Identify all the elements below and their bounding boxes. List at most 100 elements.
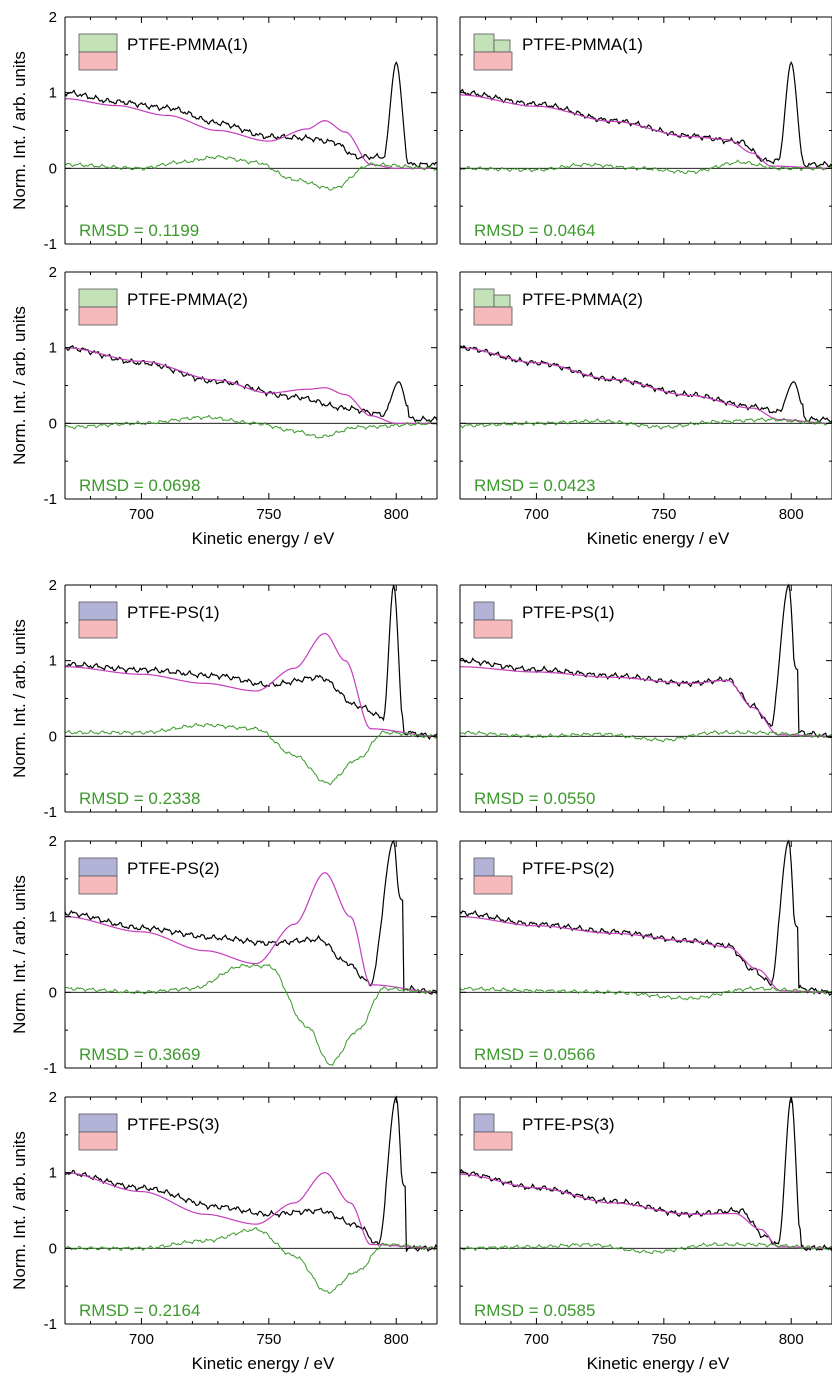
legend-label: PTFE-PMMA(1) — [127, 35, 248, 54]
fit-line — [459, 1173, 832, 1249]
y-tick-label: 0 — [49, 415, 57, 432]
x-axis-label: Kinetic energy / eV — [587, 1354, 730, 1373]
x-tick-label: 700 — [129, 1331, 154, 1348]
y-tick-label: 2 — [49, 833, 57, 850]
polymer-swatch — [78, 33, 118, 53]
legend-label: PTFE-PMMA(2) — [522, 290, 643, 309]
legend-label: PTFE-PS(3) — [522, 1115, 615, 1134]
legend-label: PTFE-PS(1) — [127, 603, 220, 622]
y-tick-label: 2 — [49, 9, 57, 26]
rmsd-label: RMSD = 0.0566 — [474, 1045, 595, 1064]
ptfe-swatch — [473, 875, 513, 895]
y-axis-label: Norm. Int. / arb. units — [10, 875, 29, 1034]
x-tick-label: 800 — [384, 506, 409, 523]
y-tick-label: 1 — [49, 340, 57, 357]
x-tick-label: 750 — [256, 1331, 281, 1348]
ptfe-swatch — [473, 306, 513, 326]
ptfe-swatch — [78, 619, 118, 639]
polymer-swatch — [78, 1113, 118, 1133]
y-tick-label: 2 — [49, 264, 57, 281]
fit-line — [64, 872, 437, 993]
rmsd-label: RMSD = 0.0550 — [474, 789, 595, 808]
panel-left-ptfe-pmma-2-: -1 0 1 2 700 750 800 Kinetic energy / eV Norm. I… — [10, 264, 438, 548]
legend-label: PTFE-PS(3) — [127, 1115, 220, 1134]
x-tick-label: 800 — [779, 506, 804, 523]
experimental-line — [459, 839, 832, 996]
y-tick-label: -1 — [44, 804, 57, 821]
rmsd-label: RMSD = 0.1199 — [79, 221, 199, 240]
residual-line — [64, 154, 438, 191]
residual-line — [459, 159, 832, 175]
residual-line — [64, 1226, 438, 1294]
experimental-line — [64, 344, 438, 424]
rmsd-label: RMSD = 0.0585 — [474, 1301, 595, 1320]
experimental-line — [64, 839, 438, 995]
y-tick-label: 1 — [49, 85, 57, 102]
fit-line — [64, 632, 437, 737]
y-tick-label: 2 — [49, 577, 57, 594]
polymer-swatch — [78, 601, 118, 621]
x-tick-label: 700 — [524, 1331, 549, 1348]
panel-left-ptfe-ps-2-: -1 0 1 2 Norm. Int. / arb. units PTFE-PS(2) RM… — [10, 833, 438, 1077]
polymer-swatch — [473, 601, 495, 621]
experimental-line — [459, 1096, 832, 1252]
polymer-swatch-step — [493, 39, 511, 53]
panel-right-ptfe-pmma-1-: PTFE-PMMA(1) RMSD = 0.0464 — [459, 16, 832, 245]
y-tick-label: -1 — [44, 236, 57, 253]
x-tick-label: 750 — [256, 506, 281, 523]
fit-line — [460, 666, 832, 737]
residual-line — [459, 729, 832, 743]
residual-line — [64, 963, 438, 1066]
rmsd-label: RMSD = 0.0698 — [79, 476, 200, 495]
residual-line — [64, 722, 438, 786]
ptfe-swatch — [473, 51, 513, 71]
polymer-swatch — [473, 288, 495, 308]
y-tick-label: 0 — [49, 728, 57, 745]
x-tick-label: 700 — [129, 506, 154, 523]
polymer-swatch — [473, 1113, 495, 1133]
ptfe-swatch — [78, 51, 118, 71]
legend-label: PTFE-PMMA(2) — [127, 290, 248, 309]
rmsd-label: RMSD = 0.0464 — [474, 221, 595, 240]
ptfe-swatch — [78, 875, 118, 895]
panel-left-ptfe-ps-1-: -1 0 1 2 Norm. Int. / arb. units PTFE-PS(1) RM… — [10, 577, 438, 821]
panel-right-ptfe-pmma-2-: 700 750 800 Kinetic energy / eV PTFE-PMMA(2)… — [459, 271, 832, 548]
ptfe-swatch — [473, 1131, 513, 1151]
x-axis-label: Kinetic energy / eV — [192, 529, 335, 548]
y-tick-label: 2 — [49, 1089, 57, 1106]
experimental-line — [459, 583, 832, 739]
y-tick-label: 1 — [49, 1165, 57, 1182]
x-tick-label: 800 — [779, 1331, 804, 1348]
experimental-line — [64, 60, 438, 168]
y-axis-label: Norm. Int. / arb. units — [10, 1131, 29, 1290]
y-tick-label: -1 — [44, 491, 57, 508]
y-tick-label: 0 — [49, 1240, 57, 1257]
y-tick-label: 1 — [49, 653, 57, 670]
ptfe-swatch — [473, 619, 513, 639]
x-tick-label: 800 — [384, 1331, 409, 1348]
ptfe-swatch — [78, 306, 118, 326]
fit-line — [460, 916, 832, 993]
polymer-swatch — [78, 288, 118, 308]
residual-line — [64, 414, 438, 439]
rmsd-label: RMSD = 0.3669 — [79, 1045, 200, 1064]
residual-line — [459, 985, 832, 1001]
fit-line — [64, 1172, 437, 1249]
fit-line — [64, 347, 437, 424]
experimental-line — [459, 344, 832, 424]
fit-line — [459, 347, 832, 424]
polymer-swatch — [473, 33, 495, 53]
y-axis-label: Norm. Int. / arb. units — [10, 306, 29, 465]
x-tick-label: 700 — [524, 506, 549, 523]
legend-label: PTFE-PS(2) — [522, 859, 615, 878]
x-axis-label: Kinetic energy / eV — [192, 1354, 335, 1373]
legend-label: PTFE-PMMA(1) — [522, 35, 643, 54]
y-axis-label: Norm. Int. / arb. units — [10, 51, 29, 210]
y-tick-label: -1 — [44, 1316, 57, 1333]
legend-label: PTFE-PS(2) — [127, 859, 220, 878]
y-tick-label: -1 — [44, 1060, 57, 1077]
x-axis-label: Kinetic energy / eV — [587, 529, 730, 548]
experimental-line — [459, 60, 832, 169]
panel-left-ptfe-pmma-1-: -1 0 1 2 Norm. Int. / arb. units PTFE-PMMA(1)… — [10, 9, 438, 253]
